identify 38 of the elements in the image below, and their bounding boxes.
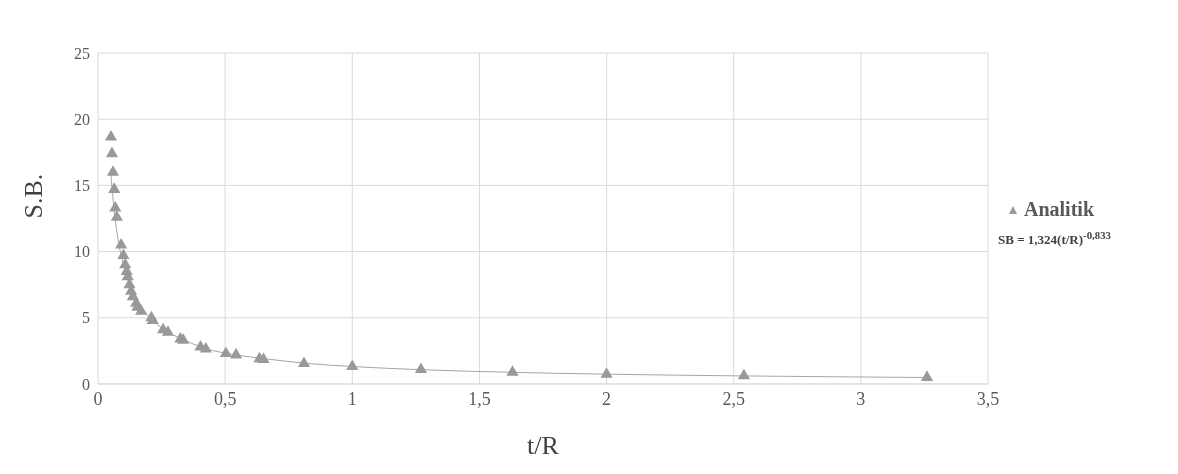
point xyxy=(297,356,311,367)
x-tick-label: 2 xyxy=(602,388,612,409)
point xyxy=(414,362,428,373)
x-tick-label: 1 xyxy=(347,388,357,409)
point xyxy=(106,165,120,176)
y-tick-label: 25 xyxy=(74,44,90,62)
y-tick-label: 15 xyxy=(74,177,90,195)
point xyxy=(219,346,232,358)
point xyxy=(105,146,119,158)
point xyxy=(161,325,175,336)
point xyxy=(135,304,148,315)
point xyxy=(346,359,359,371)
point xyxy=(104,130,118,141)
x-axis-title: t/R xyxy=(527,431,560,460)
point xyxy=(737,368,750,380)
y-axis-title: S.B. xyxy=(19,173,49,219)
x-tick-label: 3 xyxy=(856,388,866,409)
y-tick-label: 10 xyxy=(74,243,90,261)
x-tick-label: 0,5 xyxy=(213,388,237,409)
point xyxy=(115,237,128,249)
point xyxy=(506,365,519,376)
x-tick-label: 3,5 xyxy=(976,388,1000,409)
point xyxy=(109,200,122,212)
point xyxy=(117,248,130,260)
x-tick-label: 1,5 xyxy=(468,388,491,409)
point xyxy=(230,347,243,359)
point xyxy=(199,341,212,353)
point xyxy=(257,352,270,364)
point xyxy=(110,210,123,221)
x-tick-label: 2,5 xyxy=(722,388,745,409)
y-tick-label: 20 xyxy=(74,110,90,128)
text: SB = 1,324(t/R)$^{-0,833}$ xyxy=(998,229,1112,249)
legend-label: Analitik xyxy=(1024,198,1095,221)
point xyxy=(920,370,934,381)
point xyxy=(600,367,613,378)
y-tick-label: 5 xyxy=(82,309,90,327)
point xyxy=(108,182,121,193)
y-tick-label: 0 xyxy=(82,375,90,393)
